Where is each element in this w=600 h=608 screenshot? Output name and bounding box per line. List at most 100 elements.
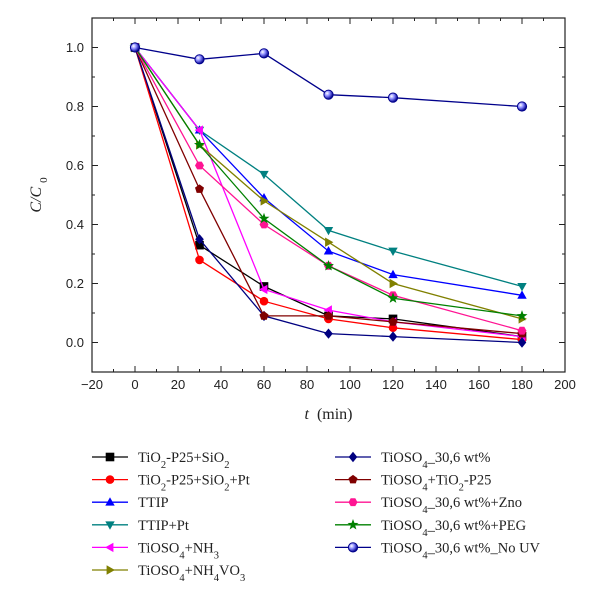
x-tick-label: 80 <box>300 377 314 392</box>
legend-marker <box>348 474 358 484</box>
series-8 <box>130 42 527 338</box>
data-point <box>388 269 398 279</box>
data-point <box>259 311 269 320</box>
legend-label: TTIP+Pt <box>138 518 189 534</box>
data-point <box>324 311 333 320</box>
legend-item: TTIP <box>92 495 169 511</box>
legend-label: TiO2-P25+SiO2 <box>138 450 230 471</box>
x-tick-label: 20 <box>171 377 185 392</box>
legend-marker <box>105 542 114 553</box>
data-point <box>195 240 204 250</box>
legend-marker <box>348 451 358 463</box>
data-point <box>259 296 269 306</box>
legend-label: TiOSO4+NH3 <box>138 540 219 561</box>
legend-marker <box>105 521 115 530</box>
data-point <box>259 170 269 180</box>
legend-label: TiOSO4_30,6 wt% <box>381 450 490 471</box>
y-tick-label: 0.0 <box>66 335 84 350</box>
data-point <box>194 139 205 150</box>
series-9 <box>130 43 527 335</box>
data-point <box>258 212 270 224</box>
x-tick-label: 60 <box>257 377 271 392</box>
x-tick-label: 180 <box>511 377 533 392</box>
legend-item: TTIP+Pt <box>92 518 189 534</box>
y-tick-label: 0.6 <box>66 158 84 173</box>
series-line <box>134 47 523 344</box>
x-tick-label: 40 <box>214 377 228 392</box>
series-line <box>134 47 523 338</box>
data-point <box>516 101 528 112</box>
series-5 <box>130 42 526 342</box>
data-point <box>129 42 141 53</box>
data-point <box>195 234 204 245</box>
x-tick-label: 120 <box>382 377 404 392</box>
series-6 <box>131 42 527 324</box>
data-point <box>323 89 334 100</box>
x-axis-title-unit: (min) <box>317 406 353 423</box>
legend-item: TiO2-P25+SiO2+Pt <box>92 473 250 494</box>
series-7 <box>130 42 527 348</box>
legend-item: TiOSO4_30,6 wt%_No UV <box>335 540 541 561</box>
y-axis-title: C/C 0 <box>28 177 50 213</box>
legend-label: TiOSO4+NH4VO3 <box>138 563 245 584</box>
data-point <box>388 331 398 342</box>
legend-item: TiOSO4+NH4VO3 <box>92 563 245 584</box>
series-2 <box>130 43 527 344</box>
legend-marker <box>105 452 115 462</box>
data-point <box>517 326 527 335</box>
series-line <box>134 47 523 335</box>
data-point <box>195 184 204 193</box>
series-line <box>134 47 523 296</box>
x-tick-label: 140 <box>425 377 447 392</box>
legend-label: TiO2-P25+SiO2+Pt <box>138 473 250 494</box>
series-1 <box>130 43 527 341</box>
data-point <box>195 161 204 170</box>
legend-marker <box>347 542 359 553</box>
legend-item: TiOSO4_30,6 wt% <box>335 450 490 471</box>
legend-label: TTIP <box>138 495 169 511</box>
data-point <box>387 92 399 103</box>
y-tick-label: 0.4 <box>66 217 84 232</box>
y-axis: 0.0 0.2 0.4 0.6 0.8 1.0 <box>66 40 565 350</box>
legend-item: TiO2-P25+SiO2 <box>92 450 230 471</box>
data-point <box>388 317 398 326</box>
series-line <box>134 47 523 341</box>
x-axis-title: t (min) <box>305 406 353 423</box>
legend-item: TiOSO4_30,6 wt%+Zno <box>335 495 522 516</box>
x-tick-label: 160 <box>468 377 490 392</box>
data-point <box>194 125 203 135</box>
series-layer <box>129 41 528 348</box>
data-point <box>324 328 333 339</box>
y-axis-title-subscript: 0 <box>38 177 50 183</box>
y-tick-label: 1.0 <box>66 40 84 55</box>
legend-item: TiOSO4_30,6 wt%+PEG <box>335 518 527 539</box>
data-point <box>194 54 205 65</box>
legend-marker <box>347 519 359 530</box>
legend-label: TiOSO4_30,6 wt%+PEG <box>381 518 527 539</box>
legend-label: TiOSO4_30,6 wt%+Zno <box>381 495 522 516</box>
data-point <box>516 310 528 321</box>
legend-label: TiOSO4_30,6 wt%_No UV <box>381 540 541 561</box>
legend-marker <box>106 565 115 575</box>
data-point <box>325 237 334 247</box>
legend-marker <box>105 497 115 506</box>
x-tick-label: 200 <box>554 377 576 392</box>
x-axis: −20 0 20 40 60 80 100 120 140 160 180 200 <box>81 18 576 392</box>
data-point <box>387 292 399 303</box>
legend-item: TiOSO4+TiO2-P25 <box>335 473 491 493</box>
data-point <box>517 283 527 292</box>
legend-marker <box>105 475 115 484</box>
series-line <box>134 47 523 320</box>
data-point <box>258 48 270 59</box>
legend-item: TiOSO4+NH3 <box>92 540 219 561</box>
data-point <box>259 220 269 229</box>
y-tick-label: 0.2 <box>66 276 84 291</box>
series-line <box>134 47 523 317</box>
data-point <box>323 246 334 255</box>
data-point <box>259 282 269 291</box>
series-line <box>134 46 523 108</box>
y-tick-label: 0.8 <box>66 99 84 114</box>
x-tick-label: −20 <box>81 377 103 392</box>
data-point <box>195 255 204 265</box>
legend-marker <box>348 498 358 507</box>
